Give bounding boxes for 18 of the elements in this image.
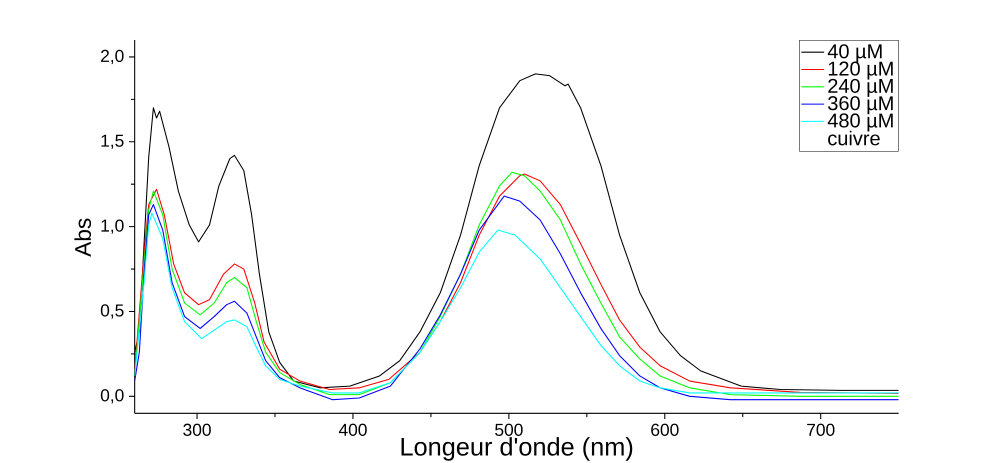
y-tick-label: 1,0 — [101, 219, 124, 234]
y-tick-label: 2,0 — [101, 50, 124, 64]
legend-label: 480 µM — [828, 113, 893, 132]
legend-label: 360 µM — [828, 96, 893, 114]
annotation: cuivre — [828, 130, 880, 146]
x-tick-label: 700 — [807, 424, 834, 436]
legend-label: 40 µM — [828, 44, 882, 62]
x-tick-label: 300 — [183, 424, 211, 436]
x-tick-label: 600 — [651, 424, 679, 436]
y-tick-label: 0,5 — [100, 304, 124, 319]
y-tick-label: 0,0 — [100, 389, 124, 404]
legend-label: 240 µM — [828, 78, 893, 97]
x-axis-title: Longeur d'onde (nm) — [402, 437, 632, 461]
y-tick-label: 1,5 — [101, 134, 124, 149]
y-axis-title: Abs — [74, 218, 92, 257]
x-tick-label: 400 — [338, 424, 367, 436]
legend-label: 120 µM — [828, 62, 893, 80]
x-tick-label: 500 — [495, 424, 523, 436]
